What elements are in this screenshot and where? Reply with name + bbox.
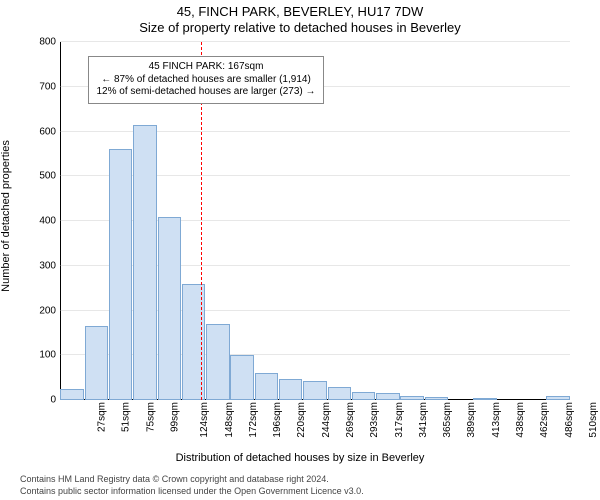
histogram-bar	[60, 389, 83, 400]
y-tick-label: 300	[39, 260, 60, 271]
infobox-larger: 12% of semi-detached houses are larger (…	[95, 86, 317, 99]
x-tick-label: 462sqm	[539, 402, 550, 438]
x-tick-label: 220sqm	[297, 402, 308, 438]
x-tick-label: 124sqm	[199, 402, 210, 438]
histogram-bar	[352, 392, 375, 401]
x-tick-label: 438sqm	[515, 402, 526, 438]
x-tick-label: 75sqm	[145, 402, 156, 432]
histogram-bar	[85, 326, 108, 400]
infobox-smaller: ← 87% of detached houses are smaller (1,…	[95, 74, 317, 87]
x-tick-label: 196sqm	[272, 402, 283, 438]
histogram-bar	[158, 217, 181, 400]
histogram-bar	[279, 379, 302, 400]
histogram-bar	[328, 387, 351, 400]
x-tick-label: 293sqm	[369, 402, 380, 438]
histogram-bar	[425, 397, 448, 400]
y-tick-label: 200	[39, 305, 60, 316]
x-tick-label: 27sqm	[97, 402, 108, 432]
histogram-bar	[230, 355, 253, 400]
y-tick-label: 600	[39, 126, 60, 137]
histogram-bar	[400, 396, 423, 400]
x-tick-label: 172sqm	[248, 402, 259, 438]
x-tick-label: 317sqm	[394, 402, 405, 438]
chart-title: Size of property relative to detached ho…	[0, 20, 600, 35]
x-tick-label: 341sqm	[418, 402, 429, 438]
histogram-bar	[109, 149, 132, 400]
x-tick-label: 389sqm	[467, 402, 478, 438]
x-axis-label: Distribution of detached houses by size …	[0, 452, 600, 464]
x-tick-label: 486sqm	[564, 402, 575, 438]
y-tick-label: 500	[39, 171, 60, 182]
y-axis-label: Number of detached properties	[0, 36, 12, 396]
histogram-bar	[206, 324, 229, 400]
x-tick-label: 365sqm	[442, 402, 453, 438]
y-tick-label: 0	[50, 395, 60, 406]
histogram-bar	[303, 381, 326, 400]
x-tick-label: 51sqm	[121, 402, 132, 432]
y-tick-label: 400	[39, 216, 60, 227]
copyright-line-1: Contains HM Land Registry data © Crown c…	[20, 474, 329, 484]
histogram-bar	[546, 396, 569, 400]
property-info-box: 45 FINCH PARK: 167sqm← 87% of detached h…	[88, 56, 324, 104]
y-axis	[60, 42, 61, 400]
histogram-bar	[133, 125, 156, 400]
gridline	[60, 41, 570, 42]
y-tick-label: 100	[39, 350, 60, 361]
y-tick-label: 800	[39, 37, 60, 48]
plot-area: 010020030040050060070080027sqm51sqm75sqm…	[60, 42, 570, 400]
histogram-bar	[376, 393, 399, 400]
y-tick-label: 700	[39, 81, 60, 92]
x-tick-label: 148sqm	[224, 402, 235, 438]
x-tick-label: 510sqm	[588, 402, 599, 438]
copyright-line-2: Contains public sector information licen…	[20, 486, 364, 496]
x-tick-label: 413sqm	[491, 402, 502, 438]
histogram-bar	[255, 373, 278, 400]
x-tick-label: 244sqm	[321, 402, 332, 438]
infobox-size: 45 FINCH PARK: 167sqm	[95, 61, 317, 74]
x-tick-label: 269sqm	[345, 402, 356, 438]
histogram-bar	[473, 398, 496, 400]
address-title: 45, FINCH PARK, BEVERLEY, HU17 7DW	[0, 4, 600, 19]
x-tick-label: 99sqm	[170, 402, 181, 432]
